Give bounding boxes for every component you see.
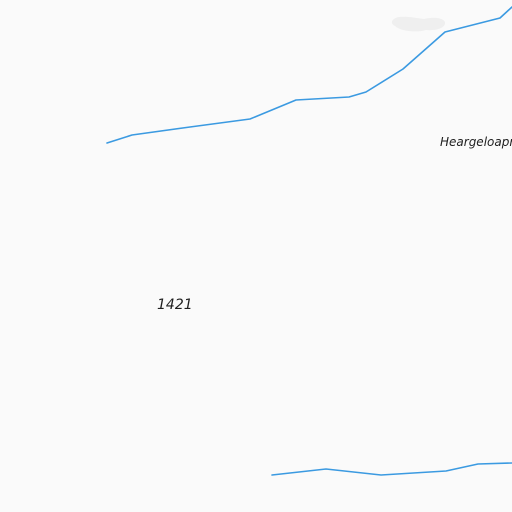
snow-patch bbox=[391, 16, 446, 32]
elevation-label: 1421 bbox=[157, 297, 193, 313]
stream-north bbox=[106, 6, 512, 144]
place-label: Heargeloapr bbox=[440, 135, 512, 149]
stream-south bbox=[271, 462, 512, 476]
